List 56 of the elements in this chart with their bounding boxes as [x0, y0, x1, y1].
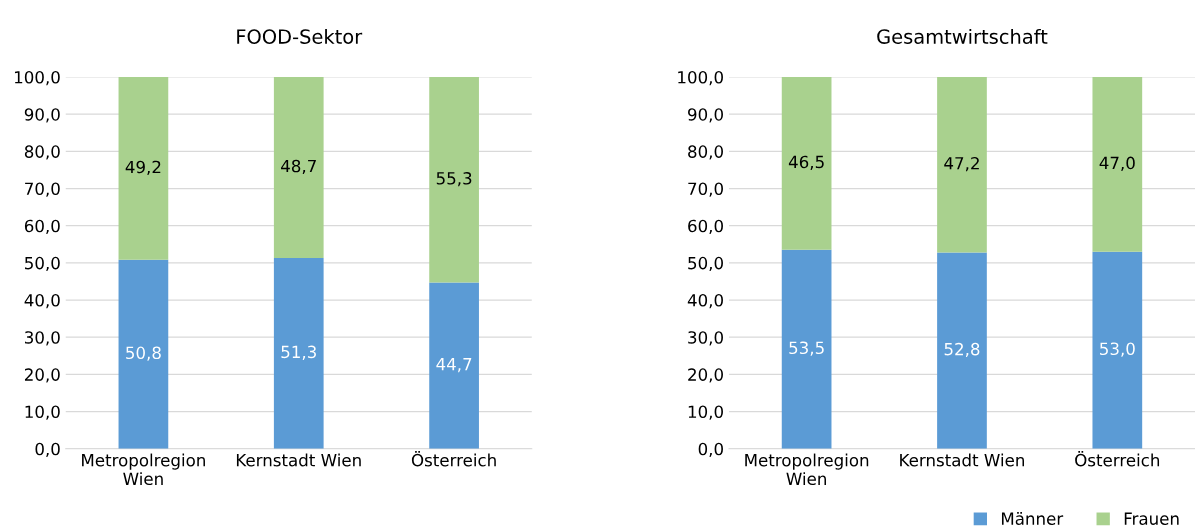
- y-tick-label: 80,0: [688, 145, 723, 160]
- data-label: 47,2: [944, 156, 979, 172]
- data-label: 53,0: [1100, 342, 1135, 357]
- x-tick-label: Metropolregion Wien: [745, 453, 869, 486]
- data-label: 46,5: [788, 155, 824, 170]
- y-tick-label: 10,0: [688, 405, 723, 420]
- y-tick-label: 100,0: [678, 70, 723, 86]
- y-tick-label: 90,0: [688, 108, 723, 123]
- bar: [429, 77, 479, 283]
- x-tick-label: Österreich: [411, 451, 496, 467]
- bar: [937, 252, 987, 449]
- y-tick-label: 70,0: [688, 182, 723, 197]
- bar: [118, 77, 169, 260]
- y-tick-label: 30,0: [25, 331, 60, 346]
- bar: [273, 77, 324, 259]
- data-label: 50,8: [126, 346, 161, 361]
- bar: [1092, 251, 1143, 449]
- bar: [118, 259, 169, 449]
- bar: [273, 258, 324, 449]
- legend-label: Männer: [1001, 512, 1064, 525]
- y-tick-label: 80,0: [24, 145, 60, 160]
- y-tick-label: 60,0: [24, 219, 60, 234]
- data-label: 51,3: [281, 345, 316, 360]
- x-tick-label: Österreich: [1075, 451, 1160, 467]
- y-tick-label: 20,0: [24, 368, 60, 383]
- bar: [781, 249, 832, 449]
- bar: [781, 77, 832, 250]
- y-tick-label: 40,0: [24, 293, 60, 309]
- legend-label: Frauen: [1124, 512, 1179, 525]
- x-tick-label: Kernstadt Wien: [236, 453, 361, 467]
- bar: [1092, 77, 1143, 252]
- y-tick-label: 20,0: [688, 368, 723, 383]
- data-label: 52,8: [944, 342, 980, 358]
- data-label: 48,7: [281, 159, 316, 175]
- bar: [937, 77, 987, 253]
- y-tick-label: 40,0: [687, 293, 723, 309]
- y-tick-label: 0,0: [698, 442, 723, 457]
- y-tick-label: 10,0: [25, 405, 60, 420]
- y-tick-label: 100,0: [14, 70, 60, 86]
- bar: [429, 282, 479, 449]
- y-tick-label: 70,0: [25, 182, 60, 197]
- x-tick-label: Metropolregion Wien: [82, 453, 205, 486]
- y-tick-label: 30,0: [688, 331, 723, 346]
- data-label: 44,7: [436, 358, 472, 373]
- data-label: 53,5: [789, 341, 824, 356]
- y-tick-label: 50,0: [25, 256, 60, 272]
- chart-title: FOOD-Sektor: [237, 28, 363, 44]
- data-label: 49,2: [125, 160, 161, 175]
- chart-title: Gesamtwirtschaft: [877, 28, 1048, 44]
- y-tick-label: 0,0: [35, 442, 60, 457]
- y-tick-label: 50,0: [688, 256, 723, 272]
- y-tick-label: 60,0: [688, 219, 723, 234]
- x-tick-label: Kernstadt Wien: [900, 453, 1024, 467]
- data-label: 55,3: [436, 172, 472, 187]
- y-tick-label: 90,0: [24, 108, 60, 123]
- data-label: 47,0: [1099, 156, 1135, 171]
